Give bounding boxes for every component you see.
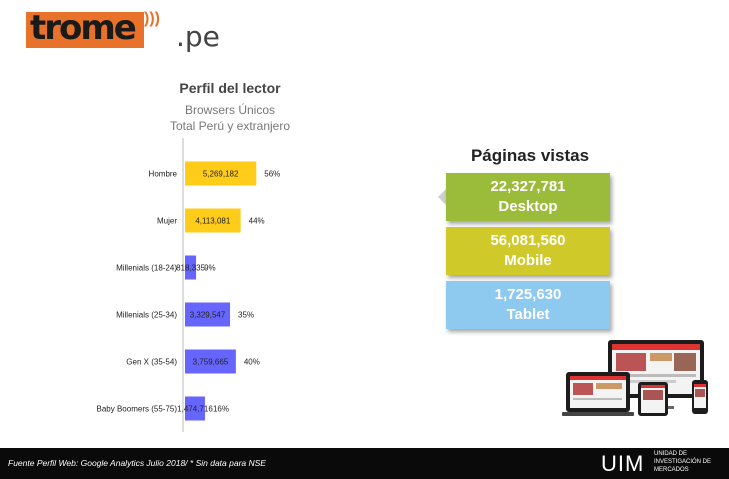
value-label: 4,113,081 xyxy=(195,217,231,226)
category-label: Baby Boomers (55-75) xyxy=(97,405,178,414)
uim-subtitle-line2: INVESTIGACIÓN DE xyxy=(654,459,712,465)
tablet-icon xyxy=(638,382,668,416)
category-label: Millenials (18-24) xyxy=(116,264,177,273)
devices-illustration xyxy=(562,340,708,416)
mobile-label: Mobile xyxy=(504,252,552,269)
percent-label: 9% xyxy=(204,264,216,273)
bar xyxy=(185,396,205,421)
value-label: 1,474,716 xyxy=(177,405,213,414)
uim-subtitle-line1: UNIDAD DE xyxy=(654,451,688,457)
percent-label: 56% xyxy=(264,170,280,179)
percent-label: 16% xyxy=(213,405,229,414)
bar xyxy=(185,255,197,280)
footer-bar: Fuente Perfil Web: Google Analytics Juli… xyxy=(0,448,729,479)
value-label: 818,335 xyxy=(176,264,205,273)
selection-arrow-icon xyxy=(438,189,446,205)
desktop-value: 22,327,781 xyxy=(490,178,566,195)
tablet-value: 1,725,630 xyxy=(494,286,562,303)
pageviews-tablet-card: 1,725,630 Tablet xyxy=(446,281,610,329)
category-label: Hombre xyxy=(149,170,178,179)
phone-icon xyxy=(692,380,708,414)
signal-waves-icon: ))) xyxy=(144,10,160,27)
category-label: Mujer xyxy=(157,217,177,226)
laptop-icon xyxy=(562,372,634,416)
category-label: Gen X (35-54) xyxy=(126,358,177,367)
pageviews-mobile-card: 56,081,560 Mobile xyxy=(446,227,610,275)
logo-suffix: .pe xyxy=(176,20,220,53)
pageviews-desktop-card: 22,327,781 Desktop xyxy=(446,173,610,221)
bar xyxy=(185,208,241,233)
desktop-label: Desktop xyxy=(498,198,558,215)
chart-subtitle-1: Browsers Únicos xyxy=(184,103,276,117)
footer-source-note: Fuente Perfil Web: Google Analytics Juli… xyxy=(8,458,266,468)
percent-label: 35% xyxy=(238,311,254,320)
category-label: Millenials (25-34) xyxy=(116,311,177,320)
value-label: 5,269,182 xyxy=(203,170,239,179)
pageviews-title: Páginas vistas xyxy=(470,146,590,165)
logo-word: trome xyxy=(30,8,137,48)
chart-subtitle-2: Total Perú y extranjero xyxy=(169,119,291,133)
percent-label: 44% xyxy=(249,217,265,226)
bar xyxy=(185,161,257,186)
bar xyxy=(185,302,231,327)
tablet-label: Tablet xyxy=(506,306,550,323)
mobile-value: 56,081,560 xyxy=(490,232,566,249)
value-label: 3,329,547 xyxy=(190,311,226,320)
value-label: 3,759,665 xyxy=(193,358,229,367)
bar xyxy=(185,349,236,374)
monitor-icon xyxy=(608,340,704,409)
logo-badge xyxy=(26,12,144,48)
percent-label: 40% xyxy=(244,358,260,367)
uim-subtitle-line3: MERCADOS xyxy=(654,467,689,473)
reader-profile-chart: Hombre 5,269,182 56% Mujer 4,113,081 44% Mille… xyxy=(97,138,280,432)
uim-subtitle: UNIDAD DE INVESTIGACIÓN DE MERCADOS xyxy=(654,450,711,474)
uim-brand: UIM xyxy=(601,451,645,476)
chart-title: Perfil del lector xyxy=(179,80,281,96)
